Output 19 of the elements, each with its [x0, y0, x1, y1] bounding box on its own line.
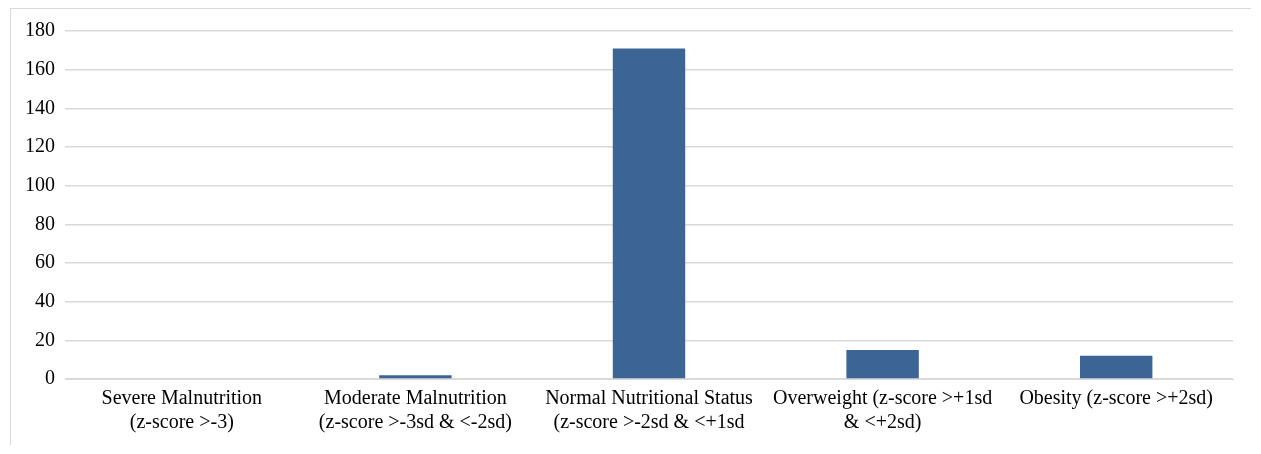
y-tick-label: 60 — [35, 250, 55, 273]
bar — [846, 350, 919, 379]
x-tick-label: Overweight (z-score >+1sd & <+2sd) — [773, 386, 993, 434]
y-tick-label: 100 — [25, 172, 55, 195]
y-tick-label: 140 — [25, 95, 55, 118]
x-tick-label: Normal Nutritional Status (z-score >-2sd & <+1sd — [545, 386, 754, 434]
bar — [612, 48, 686, 379]
y-tick-label: 0 — [45, 366, 55, 389]
bar — [379, 375, 452, 379]
x-tick-label: Moderate Malnutrition (z-score >-3sd & <-2sd) — [318, 386, 512, 434]
x-tick-label: Severe Malnutrition (z-score >-3) — [101, 386, 263, 434]
bar — [1079, 355, 1153, 379]
y-tick-label: 40 — [35, 288, 55, 311]
y-tick-label: 80 — [35, 211, 55, 234]
y-tick-label: 120 — [25, 134, 55, 157]
y-tick-label: 180 — [25, 18, 55, 41]
y-tick-label: 20 — [35, 327, 55, 350]
x-tick-label: Obesity (z-score >+2sd) — [1019, 386, 1214, 410]
y-tick-label: 160 — [25, 56, 55, 79]
